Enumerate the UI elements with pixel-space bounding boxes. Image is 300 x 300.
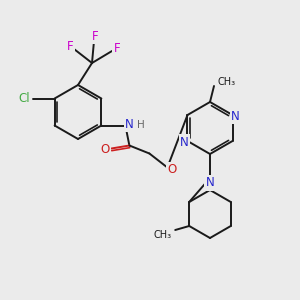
Text: H: H	[137, 119, 145, 130]
Text: CH₃: CH₃	[153, 230, 171, 240]
Text: F: F	[92, 29, 98, 43]
Text: N: N	[180, 136, 189, 148]
Text: CH₃: CH₃	[218, 77, 236, 87]
Text: N: N	[231, 110, 240, 122]
Text: Cl: Cl	[19, 92, 30, 105]
Text: N: N	[125, 118, 134, 131]
Text: N: N	[206, 176, 214, 190]
Text: O: O	[168, 163, 177, 176]
Text: F: F	[114, 43, 120, 56]
Text: O: O	[101, 143, 110, 156]
Text: F: F	[67, 40, 73, 52]
